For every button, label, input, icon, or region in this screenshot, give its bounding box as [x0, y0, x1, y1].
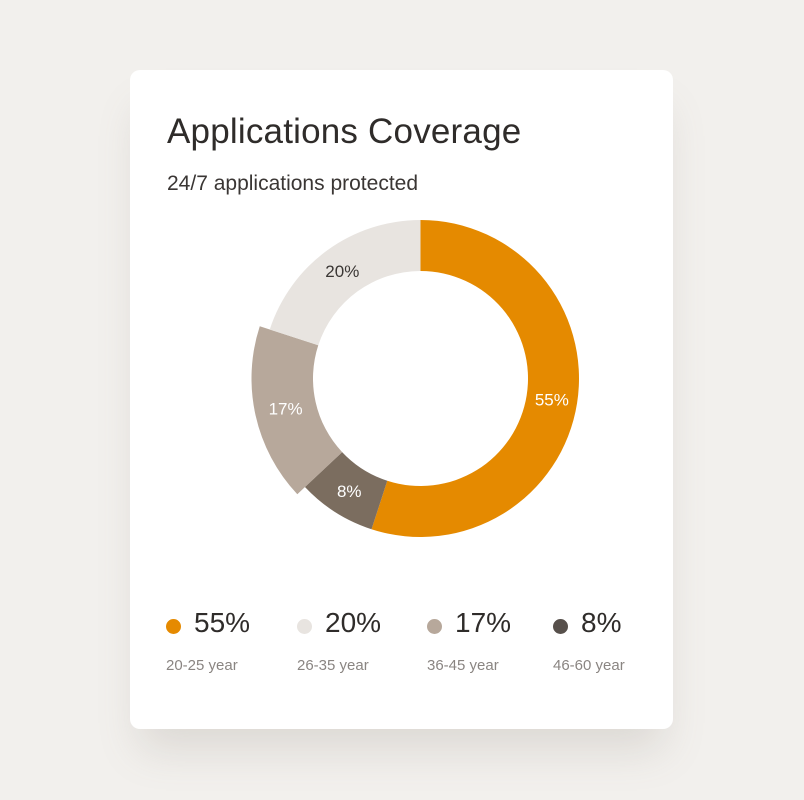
segment-label: 17%	[269, 400, 303, 419]
legend-label: 26-35 year	[297, 657, 369, 674]
legend-dot-icon	[427, 619, 442, 634]
legend-value: 17%	[455, 607, 512, 638]
donut-segment-46-60-year[interactable]	[304, 452, 388, 530]
coverage-card: Applications Coverage 24/7 applications …	[130, 70, 673, 729]
legend-value: 8%	[581, 607, 622, 638]
donut-segment-26-35-year[interactable]	[269, 220, 421, 346]
segment-label: 8%	[337, 482, 362, 501]
donut-segment-36-45-year[interactable]	[251, 326, 343, 495]
legend-value: 55%	[194, 607, 251, 638]
donut-chart: 55% 8% 17% 20%	[251, 220, 579, 537]
segment-label: 20%	[325, 262, 359, 281]
legend-label: 20-25 year	[166, 657, 238, 674]
legend-label: 46-60 year	[553, 657, 625, 674]
segment-label: 55%	[535, 390, 569, 409]
donut-segment-20-25-year[interactable]	[371, 220, 579, 537]
legend-dot-icon	[166, 619, 181, 634]
card-subtitle: 24/7 applications protected	[167, 172, 419, 195]
legend-label: 36-45 year	[427, 657, 499, 674]
legend-dot-icon	[553, 619, 568, 634]
card-title: Applications Coverage	[167, 112, 522, 151]
legend-dot-icon	[297, 619, 312, 634]
legend-value: 20%	[325, 607, 382, 638]
